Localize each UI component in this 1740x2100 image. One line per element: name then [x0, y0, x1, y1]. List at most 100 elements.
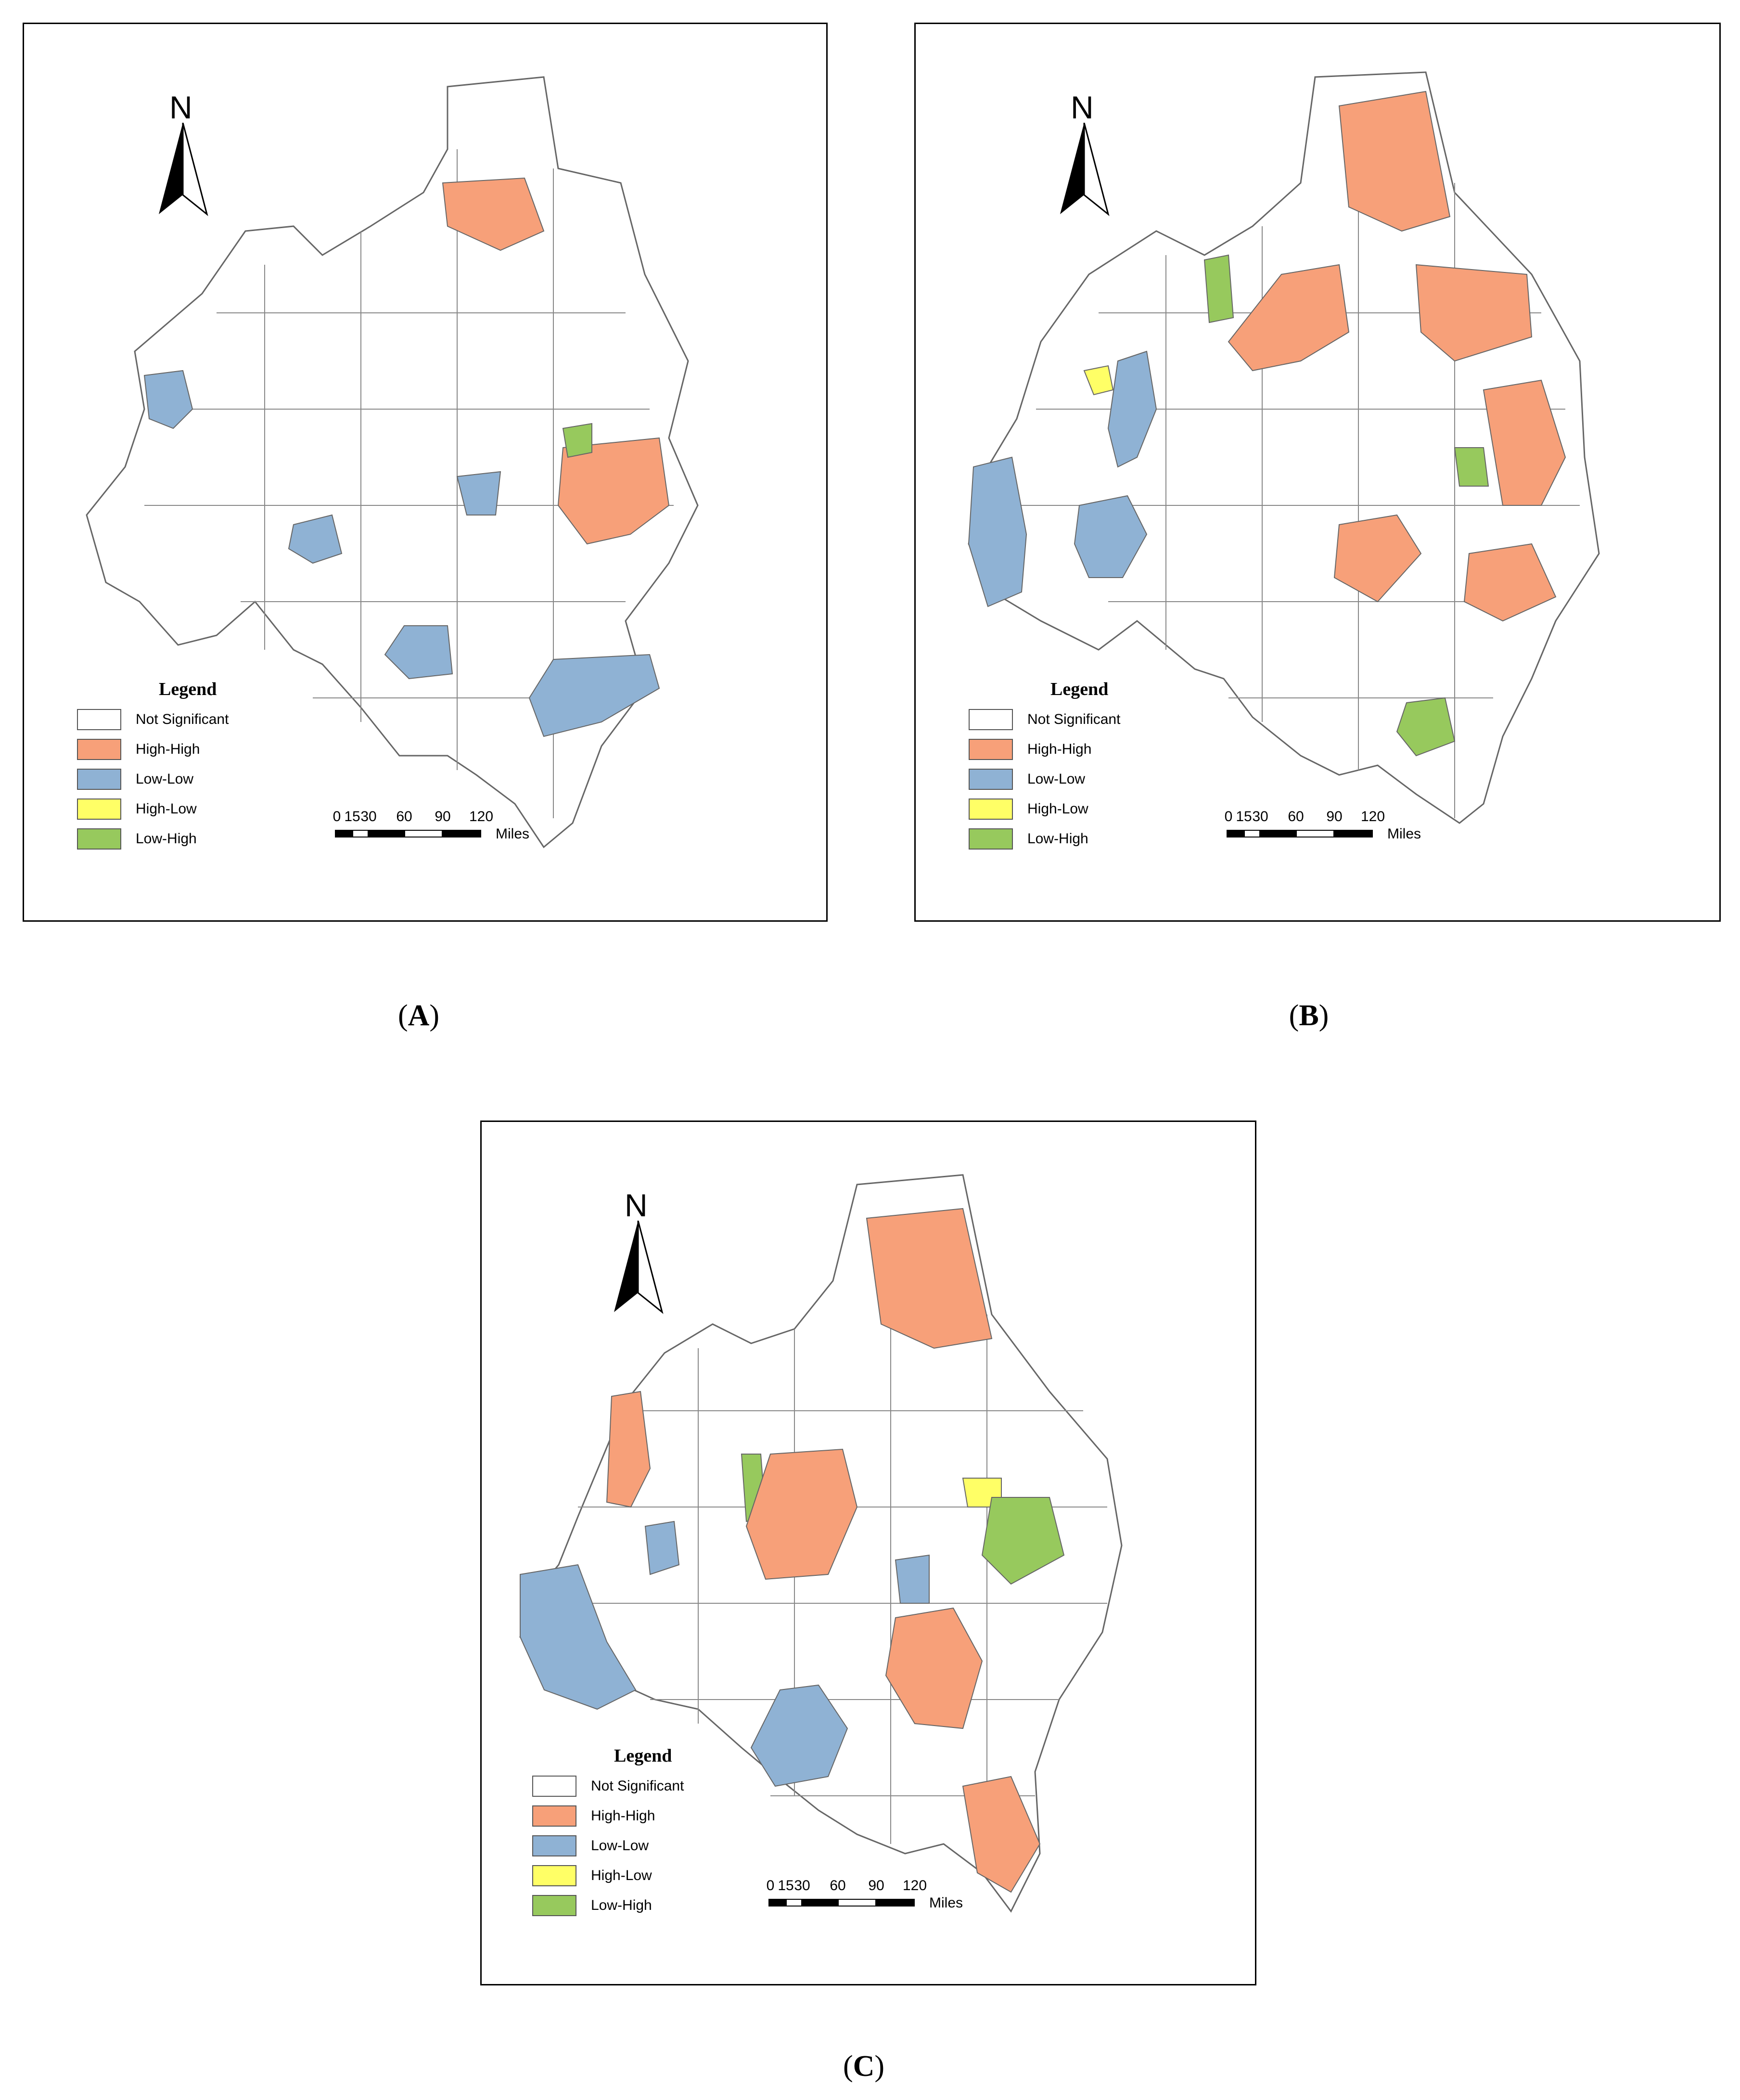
- map-b-cluster-nanjing: [1228, 264, 1350, 372]
- map-legend: Legend Not Significant High-High Low-Low…: [77, 679, 279, 852]
- map-a-region-outline: [86, 76, 699, 849]
- map-c-cluster-taizhou: [962, 1776, 1041, 1893]
- scale-tick: 60: [830, 1878, 846, 1894]
- scale-tick: 90: [1326, 809, 1343, 825]
- map-a-cluster-feixi: [143, 370, 193, 429]
- north-arrow: N: [1055, 89, 1113, 217]
- map-b-cluster-heifei: [1083, 365, 1114, 396]
- legend-label: High-High: [591, 1808, 655, 1824]
- legend-swatch-high-high: [532, 1805, 576, 1827]
- map-b-cluster-qingpu: [1454, 447, 1489, 487]
- scale-tick: 15: [1236, 809, 1252, 825]
- scale-tick: 0: [1224, 809, 1233, 825]
- legend-label: Not Significant: [591, 1778, 684, 1794]
- scale-tick: 15: [344, 809, 360, 825]
- scale-units: Miles: [496, 826, 530, 842]
- map-a-canvas: [86, 76, 699, 849]
- scale-tick: 30: [360, 809, 377, 825]
- north-arrow: N: [154, 89, 212, 217]
- legend-title: Legend: [1050, 679, 1109, 699]
- map-b-cluster-yuexi: [968, 456, 1027, 607]
- scale-tick: 120: [469, 809, 494, 825]
- scale-tick: 60: [396, 809, 412, 825]
- map-c-cluster-xuancheng: [745, 1448, 858, 1580]
- panel-caption-c: (C): [843, 2050, 885, 2083]
- map-b-cluster-chaohu: [1107, 350, 1157, 468]
- map-c-cluster-lujiang: [644, 1520, 680, 1575]
- legend-swatch-not-significant: [969, 709, 1013, 730]
- legend-swatch-high-low: [77, 799, 121, 820]
- scale-tick: 90: [435, 809, 451, 825]
- north-arrow-icon: [1060, 123, 1110, 217]
- north-arrow-icon: [159, 123, 208, 217]
- legend-swatch-low-low: [969, 769, 1013, 790]
- legend-label: Low-High: [1027, 831, 1088, 847]
- legend-swatch-high-high: [969, 739, 1013, 760]
- map-c-cluster-zhuji: [885, 1607, 983, 1729]
- legend-label: Not Significant: [136, 711, 229, 727]
- scale-bar: 0 15 30 60 90 120 Miles: [322, 809, 544, 847]
- scale-units: Miles: [1387, 826, 1421, 842]
- map-c-cluster-pudong: [981, 1497, 1065, 1585]
- scale-tick: 90: [868, 1878, 884, 1894]
- map-a-cluster-pudong: [557, 437, 670, 545]
- legend-title: Legend: [614, 1746, 672, 1766]
- map-c-canvas: [519, 1174, 1123, 1913]
- north-label: N: [169, 90, 192, 125]
- legend-label: High-High: [136, 741, 200, 757]
- scale-tick: 0: [766, 1878, 775, 1894]
- legend-swatch-low-high: [532, 1895, 576, 1916]
- map-b-canvas: [968, 71, 1600, 824]
- map-a-cluster-changxing: [456, 471, 501, 515]
- legend-swatch-low-low: [532, 1835, 576, 1856]
- panel-caption-a: (A): [397, 999, 440, 1032]
- scale-tick: 0: [333, 809, 341, 825]
- legend-swatch-low-high: [969, 828, 1013, 850]
- scale-tick: 30: [794, 1878, 810, 1894]
- map-b-cluster-shanghai: [1483, 379, 1566, 506]
- map-panel-b: N Legend Not Significant High-High Low-L…: [914, 23, 1721, 922]
- legend-label: High-High: [1027, 741, 1092, 757]
- legend-label: High-Low: [1027, 801, 1088, 817]
- map-c-cluster-yancheng: [866, 1208, 993, 1349]
- legend-label: Low-Low: [591, 1838, 649, 1854]
- map-c-cluster-feixi: [606, 1391, 651, 1508]
- legend-label: Not Significant: [1027, 711, 1121, 727]
- legend-label: Low-High: [591, 1897, 652, 1913]
- north-label: N: [1071, 90, 1094, 125]
- scale-tick: 60: [1288, 809, 1304, 825]
- legend-swatch-high-low: [969, 799, 1013, 820]
- scale-tick: 120: [1360, 809, 1385, 825]
- map-c-cluster-changxing: [895, 1554, 930, 1604]
- map-b-cluster-hangzhou: [1333, 514, 1422, 603]
- north-label: N: [625, 1187, 648, 1223]
- map-c-cluster-yuexi: [520, 1564, 637, 1710]
- legend-swatch-low-low: [77, 769, 121, 790]
- map-b-cluster-laian: [1203, 254, 1234, 323]
- legend-label: High-Low: [136, 801, 197, 817]
- map-c-cluster-chunan: [750, 1684, 848, 1787]
- scale-bar: 0 15 30 60 90 120 Miles: [756, 1878, 977, 1916]
- map-a-cluster-kunshan: [562, 423, 592, 458]
- legend-swatch-low-high: [77, 828, 121, 850]
- scale-tick: 120: [902, 1878, 927, 1894]
- map-a-cluster-ting: [288, 514, 343, 564]
- scale-bar: 0 15 30 60 90 120 Miles: [1214, 809, 1435, 847]
- map-panel-c: N Legend Not Significant High-High Low-L…: [480, 1121, 1256, 1985]
- map-b-region-outline: [968, 71, 1600, 824]
- map-a-district-lines: [144, 149, 674, 818]
- map-a-cluster-yandu: [442, 177, 545, 251]
- legend-label: Low-Low: [136, 771, 194, 787]
- scale-tick: 15: [778, 1878, 794, 1894]
- legend-label: High-Low: [591, 1868, 652, 1883]
- map-legend: Legend Not Significant High-High Low-Low…: [532, 1745, 734, 1919]
- scale-tick: 30: [1252, 809, 1268, 825]
- north-arrow-icon: [614, 1221, 664, 1314]
- legend-swatch-high-low: [532, 1865, 576, 1886]
- legend-title: Legend: [159, 679, 217, 699]
- map-legend: Legend Not Significant High-High Low-Low…: [969, 679, 1171, 852]
- map-a-cluster-tiantai: [528, 654, 660, 737]
- legend-label: Low-Low: [1027, 771, 1086, 787]
- legend-swatch-not-significant: [532, 1776, 576, 1797]
- map-b-cluster-chizhou: [1074, 495, 1148, 578]
